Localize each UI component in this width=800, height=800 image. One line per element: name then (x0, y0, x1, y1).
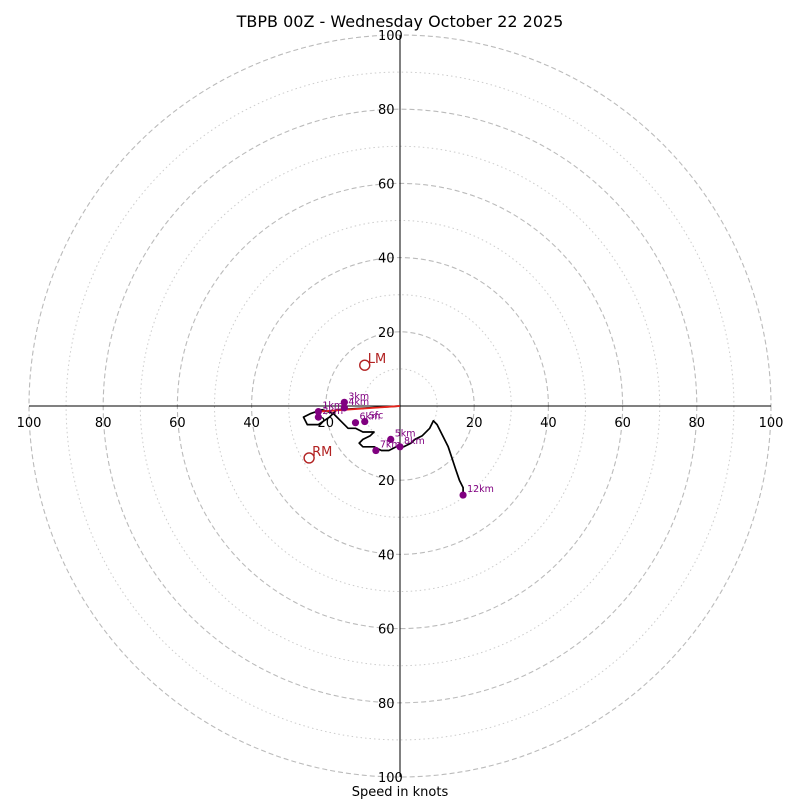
height-point (396, 443, 404, 451)
y-tick-label: 100 (378, 29, 403, 44)
shear-vector-line (318, 405, 401, 413)
height-point (361, 417, 369, 426)
storm-motion: LM RM (303, 352, 386, 464)
y-tick-label: 40 (378, 548, 395, 563)
y-tick-label: 80 (378, 697, 395, 712)
height-point (351, 419, 360, 427)
height-point-label: 4km (348, 397, 369, 408)
y-tick-label: 60 (378, 177, 395, 192)
storm-motion-marker (303, 452, 315, 464)
wind-trace (302, 405, 464, 495)
height-point (372, 446, 380, 455)
x-tick-label: 20 (318, 416, 335, 431)
x-tick-label: 20 (466, 416, 483, 431)
y-tick-label: 40 (378, 252, 395, 267)
height-point-label: 5km (395, 428, 416, 439)
x-tick-label: 60 (169, 416, 186, 431)
y-tick-label: 80 (378, 103, 395, 118)
height-point-label: 2km (322, 406, 343, 417)
x-tick-label: 80 (689, 416, 706, 431)
x-tick-label: 60 (614, 416, 631, 431)
height-point-label: 12km (467, 484, 494, 495)
height-point-label: 3km (348, 391, 369, 402)
tick-labels: 100 80 60 40 20 20 40 60 80 100 100 80 60 40 20 20 40 60 8… (17, 29, 784, 786)
height-point-label: Sfc (369, 411, 384, 422)
height-point (459, 491, 467, 499)
x-tick-label: 40 (540, 416, 557, 431)
x-axis-label: Speed in knots (352, 785, 449, 800)
y-tick-label: 20 (378, 326, 395, 341)
storm-motion-marker (359, 359, 371, 371)
y-tick-label: 100 (378, 771, 403, 786)
wind-trace-line (302, 405, 464, 495)
y-tick-label: 20 (378, 474, 395, 489)
height-point-label: 7km (380, 440, 401, 451)
height-point (340, 398, 348, 406)
x-tick-label: 100 (17, 416, 42, 431)
storm-motion-label: LM (368, 352, 386, 367)
height-point-label: 1km (322, 401, 343, 412)
height-point (387, 435, 395, 443)
x-tick-label: 100 (759, 416, 784, 431)
x-tick-label: 40 (243, 416, 260, 431)
height-point (314, 407, 322, 416)
x-tick-label: 80 (95, 416, 112, 431)
height-point-label: 8km (404, 436, 425, 447)
height-point (314, 413, 322, 421)
chart-title: TBPB 00Z - Wednesday October 22 2025 (236, 12, 564, 31)
height-point (340, 404, 348, 412)
y-tick-label: 60 (378, 623, 395, 638)
height-point-label: 6km (359, 412, 380, 423)
storm-motion-label: RM (312, 445, 332, 460)
